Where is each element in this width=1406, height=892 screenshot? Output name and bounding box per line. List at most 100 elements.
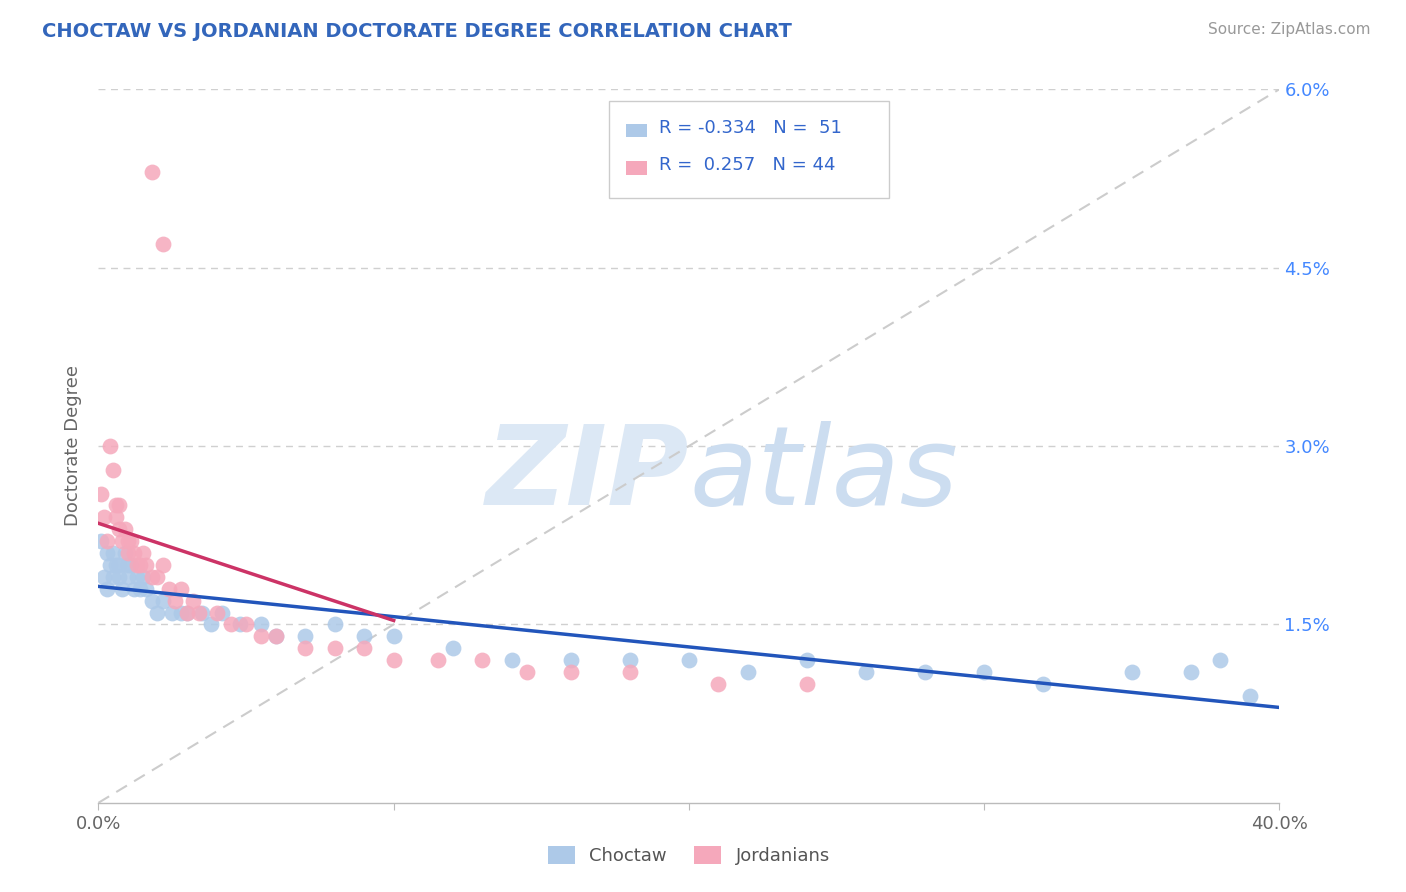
Legend: Choctaw, Jordanians: Choctaw, Jordanians [541, 838, 837, 872]
Point [96, 546, 118, 560]
Point [105, 510, 128, 524]
Point [250, 629, 273, 643]
Point [855, 665, 877, 679]
Point [737, 665, 759, 679]
Point [382, 629, 405, 643]
Y-axis label: Doctorate Degree: Doctorate Degree [65, 366, 83, 526]
Point [125, 558, 148, 572]
Point [796, 653, 818, 667]
Point [294, 629, 316, 643]
Point [176, 606, 198, 620]
Point [619, 653, 641, 667]
Point [141, 165, 163, 179]
Point [235, 617, 257, 632]
Point [141, 570, 163, 584]
Point [152, 593, 174, 607]
Text: R = -0.334   N =  51: R = -0.334 N = 51 [658, 119, 841, 136]
Point [1209, 653, 1232, 667]
Text: R =  0.257   N = 44: R = 0.257 N = 44 [658, 156, 835, 174]
Point [122, 582, 145, 596]
Point [250, 617, 273, 632]
Point [323, 617, 346, 632]
Point [187, 606, 209, 620]
Point [152, 558, 174, 572]
Point [114, 546, 136, 560]
Point [796, 677, 818, 691]
Point [96, 534, 118, 549]
Point [294, 641, 316, 656]
Point [264, 629, 287, 643]
Point [135, 582, 157, 596]
Point [382, 653, 405, 667]
Point [441, 641, 464, 656]
Point [678, 653, 700, 667]
Point [90, 486, 112, 500]
Point [973, 665, 995, 679]
Point [105, 499, 128, 513]
Point [128, 582, 150, 596]
Point [353, 641, 375, 656]
Point [146, 606, 169, 620]
Point [108, 558, 131, 572]
Point [111, 534, 134, 549]
Point [105, 558, 128, 572]
Point [93, 510, 115, 524]
Point [200, 617, 222, 632]
Point [191, 606, 214, 620]
Point [117, 570, 139, 584]
Point [114, 522, 136, 536]
Point [103, 570, 125, 584]
Point [1121, 665, 1143, 679]
Point [103, 546, 125, 560]
Point [560, 653, 582, 667]
Point [103, 463, 125, 477]
Point [117, 534, 139, 549]
Point [146, 570, 169, 584]
Point [122, 546, 145, 560]
Point [221, 617, 243, 632]
Point [141, 593, 163, 607]
Point [914, 665, 936, 679]
Point [98, 558, 121, 572]
Point [264, 629, 287, 643]
Point [98, 439, 121, 453]
Point [619, 665, 641, 679]
Point [707, 677, 730, 691]
Point [120, 558, 142, 572]
Point [93, 570, 115, 584]
Point [353, 629, 375, 643]
Point [132, 546, 155, 560]
Point [128, 558, 150, 572]
Point [117, 558, 139, 572]
Point [427, 653, 450, 667]
Point [165, 593, 187, 607]
Point [516, 665, 538, 679]
Point [170, 582, 193, 596]
Point [176, 606, 198, 620]
Point [135, 558, 157, 572]
Point [229, 617, 252, 632]
Point [132, 570, 155, 584]
Point [120, 534, 142, 549]
Point [1032, 677, 1054, 691]
Point [162, 606, 183, 620]
Point [560, 665, 582, 679]
Point [181, 593, 204, 607]
Text: ZIP: ZIP [485, 421, 689, 528]
Point [125, 570, 148, 584]
Point [211, 606, 233, 620]
Point [108, 499, 131, 513]
Point [157, 582, 180, 596]
Text: atlas: atlas [689, 421, 957, 528]
Point [108, 570, 131, 584]
Point [90, 534, 112, 549]
Point [96, 582, 118, 596]
Point [152, 236, 174, 251]
Text: Source: ZipAtlas.com: Source: ZipAtlas.com [1208, 22, 1371, 37]
Point [471, 653, 494, 667]
Text: CHOCTAW VS JORDANIAN DOCTORATE DEGREE CORRELATION CHART: CHOCTAW VS JORDANIAN DOCTORATE DEGREE CO… [42, 22, 792, 41]
Point [1180, 665, 1202, 679]
Point [205, 606, 228, 620]
Point [170, 606, 193, 620]
Point [117, 546, 139, 560]
